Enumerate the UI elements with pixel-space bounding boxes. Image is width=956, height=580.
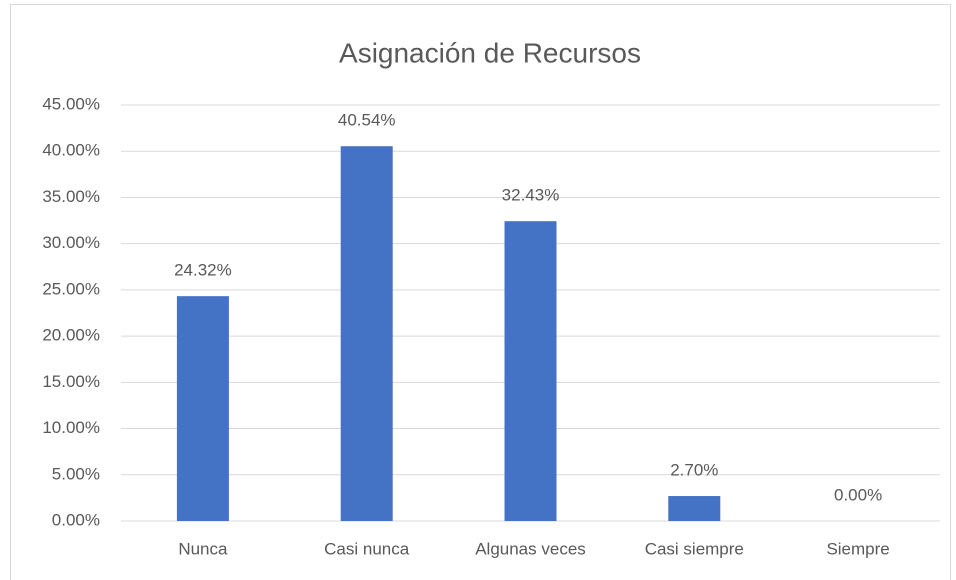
y-tick-label: 0.00%: [52, 510, 100, 529]
y-tick-label: 20.00%: [42, 326, 100, 345]
bar: [668, 496, 721, 521]
x-tick-label: Siempre: [826, 539, 889, 558]
y-tick-label: 35.00%: [42, 187, 100, 206]
data-label: 40.54%: [338, 111, 396, 130]
x-tick-label: Algunas veces: [475, 539, 586, 558]
x-tick-label: Nunca: [178, 539, 228, 558]
y-tick-label: 25.00%: [42, 279, 100, 298]
chart-frame: [10, 4, 951, 580]
bar: [504, 221, 557, 521]
y-tick-label: 15.00%: [42, 372, 100, 391]
y-tick-label: 30.00%: [42, 233, 100, 252]
bar: [340, 146, 393, 521]
y-tick-label: 10.00%: [42, 418, 100, 437]
y-tick-label: 45.00%: [42, 94, 100, 113]
data-label: 0.00%: [834, 485, 882, 504]
data-label: 24.32%: [174, 261, 232, 280]
data-label: 2.70%: [670, 461, 718, 480]
bar: [176, 296, 229, 521]
chart-title: Asignación de Recursos: [339, 37, 641, 68]
x-tick-label: Casi siempre: [645, 539, 744, 558]
data-label: 32.43%: [502, 186, 560, 205]
y-tick-label: 5.00%: [52, 464, 100, 483]
x-tick-label: Casi nunca: [324, 539, 410, 558]
y-tick-label: 40.00%: [42, 141, 100, 160]
